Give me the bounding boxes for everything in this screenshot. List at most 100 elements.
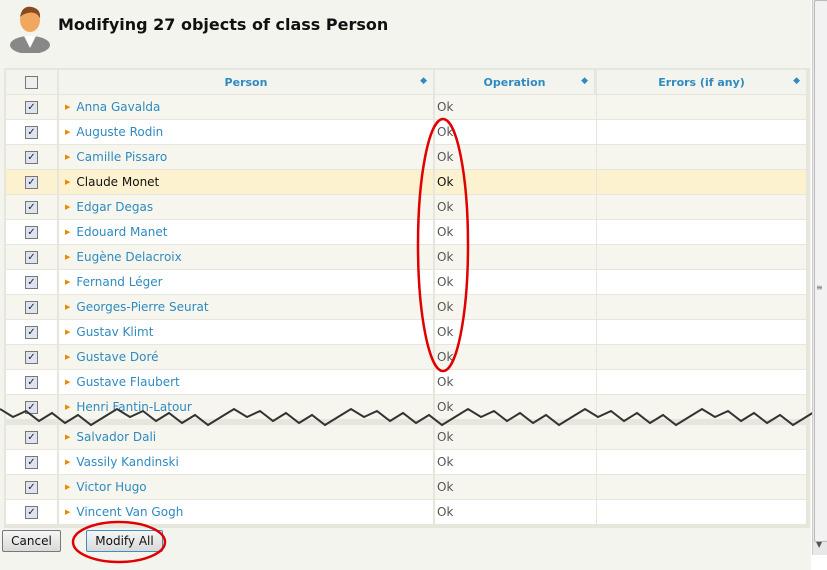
row-checkbox[interactable]: ✓ [25,175,38,189]
errors-cell [597,245,806,269]
row-select-cell[interactable]: ✓ [6,195,57,219]
person-link[interactable]: Anna Gavalda [76,100,161,114]
row-checkbox[interactable]: ✓ [25,300,38,314]
row-checkbox[interactable]: ✓ [25,225,38,239]
person-link[interactable]: Salvador Dali [76,430,157,444]
row-select-cell[interactable]: ✓ [6,170,57,194]
person-link[interactable]: Gustav Klimt [76,325,154,339]
table-row[interactable]: ✓ ▶ Camille Pissaro Ok [6,145,806,169]
expand-arrow-icon[interactable]: ▶ [65,178,71,186]
row-checkbox[interactable]: ✓ [25,325,38,339]
expand-arrow-icon[interactable]: ▶ [65,303,71,311]
row-checkbox[interactable]: ✓ [25,430,38,444]
person-link[interactable]: Victor Hugo [76,480,147,494]
table-row[interactable]: ✓ ▶ Gustav Klimt Ok [6,320,806,344]
sort-icon[interactable]: ◆ [793,76,800,86]
table-row[interactable]: ✓ ▶ Edgar Degas Ok [6,195,806,219]
row-select-cell[interactable]: ✓ [6,120,57,144]
row-checkbox[interactable]: ✓ [25,455,38,469]
person-link[interactable]: Gustave Doré [76,350,159,364]
table-row[interactable]: ✓ ▶ Claude Monet Ok [6,170,806,194]
table-row[interactable]: ✓ ▶ Vassily Kandinski Ok [6,450,806,474]
scrollbar[interactable]: ≡ ▼ [812,0,827,555]
person-link[interactable]: Edgar Degas [76,200,154,214]
expand-arrow-icon[interactable]: ▶ [65,483,71,491]
table-row[interactable]: ✓ ▶ Gustave Doré Ok [6,345,806,369]
expand-arrow-icon[interactable]: ▶ [65,228,71,236]
scroll-down-icon[interactable]: ▼ [816,540,823,549]
header-select-all[interactable] [6,70,57,94]
row-select-cell[interactable]: ✓ [6,245,57,269]
row-select-cell[interactable]: ✓ [6,425,57,449]
expand-arrow-icon[interactable]: ▶ [65,433,71,441]
row-select-cell[interactable]: ✓ [6,345,57,369]
row-select-cell[interactable]: ✓ [6,370,57,394]
table-row[interactable]: ✓ ▶ Anna Gavalda Ok [6,95,806,119]
expand-arrow-icon[interactable]: ▶ [65,103,71,111]
expand-arrow-icon[interactable]: ▶ [65,153,71,161]
row-checkbox[interactable]: ✓ [25,125,38,139]
table-row[interactable]: ✓ ▶ Victor Hugo Ok [6,475,806,499]
row-select-cell[interactable]: ✓ [6,320,57,344]
header-operation[interactable]: Operation ◆ [435,70,594,94]
person-link[interactable]: Vincent Van Gogh [76,505,184,519]
expand-arrow-icon[interactable]: ▶ [65,128,71,136]
person-link[interactable]: Auguste Rodin [76,125,164,139]
row-checkbox[interactable]: ✓ [25,350,38,364]
person-link[interactable]: Eugène Delacroix [76,250,182,264]
expand-arrow-icon[interactable]: ▶ [65,508,71,516]
sort-icon[interactable]: ◆ [420,76,427,86]
table-row[interactable]: ✓ ▶ Salvador Dali Ok [6,425,806,449]
row-checkbox[interactable]: ✓ [25,275,38,289]
header-person[interactable]: Person ◆ [59,70,433,94]
errors-cell [597,120,806,144]
row-checkbox[interactable]: ✓ [25,400,38,414]
expand-arrow-icon[interactable]: ▶ [65,378,71,386]
expand-arrow-icon[interactable]: ▶ [65,403,71,411]
expand-arrow-icon[interactable]: ▶ [65,203,71,211]
row-checkbox[interactable]: ✓ [25,375,38,389]
person-link[interactable]: Edouard Manet [76,225,168,239]
errors-cell [597,395,806,419]
row-checkbox[interactable]: ✓ [25,250,38,264]
expand-arrow-icon[interactable]: ▶ [65,458,71,466]
table-row[interactable]: ✓ ▶ Georges-Pierre Seurat Ok [6,295,806,319]
person-link[interactable]: Fernand Léger [76,275,163,289]
expand-arrow-icon[interactable]: ▶ [65,353,71,361]
row-select-cell[interactable]: ✓ [6,95,57,119]
row-select-cell[interactable]: ✓ [6,145,57,169]
person-link[interactable]: Henri Fantin-Latour [76,400,192,414]
expand-arrow-icon[interactable]: ▶ [65,253,71,261]
table-row[interactable]: ✓ ▶ Vincent Van Gogh Ok [6,500,806,524]
row-checkbox[interactable]: ✓ [25,100,38,114]
scrollbar-thumb[interactable] [814,0,827,542]
row-select-cell[interactable]: ✓ [6,220,57,244]
table-row[interactable]: ✓ ▶ Eugène Delacroix Ok [6,245,806,269]
row-select-cell[interactable]: ✓ [6,295,57,319]
table-row[interactable]: ✓ ▶ Fernand Léger Ok [6,270,806,294]
row-select-cell[interactable]: ✓ [6,450,57,474]
table-row[interactable]: ✓ ▶ Henri Fantin-Latour Ok [6,395,806,419]
select-all-checkbox[interactable] [25,75,38,89]
sort-icon[interactable]: ◆ [581,76,588,86]
row-checkbox[interactable]: ✓ [25,200,38,214]
person-link[interactable]: Camille Pissaro [76,150,168,164]
person-link[interactable]: Gustave Flaubert [76,375,180,389]
row-checkbox[interactable]: ✓ [25,150,38,164]
header-errors[interactable]: Errors (if any) ◆ [597,70,806,94]
expand-arrow-icon[interactable]: ▶ [65,278,71,286]
table-row[interactable]: ✓ ▶ Gustave Flaubert Ok [6,370,806,394]
person-link[interactable]: Claude Monet [76,175,160,189]
row-checkbox[interactable]: ✓ [25,505,38,519]
modify-all-button[interactable]: Modify All [86,530,163,552]
person-link[interactable]: Georges-Pierre Seurat [76,300,209,314]
table-row[interactable]: ✓ ▶ Edouard Manet Ok [6,220,806,244]
table-row[interactable]: ✓ ▶ Auguste Rodin Ok [6,120,806,144]
expand-arrow-icon[interactable]: ▶ [65,328,71,336]
person-link[interactable]: Vassily Kandinski [76,455,179,469]
row-select-cell[interactable]: ✓ [6,500,57,524]
cancel-button[interactable]: Cancel [2,530,61,552]
row-select-cell[interactable]: ✓ [6,475,57,499]
row-checkbox[interactable]: ✓ [25,480,38,494]
row-select-cell[interactable]: ✓ [6,270,57,294]
